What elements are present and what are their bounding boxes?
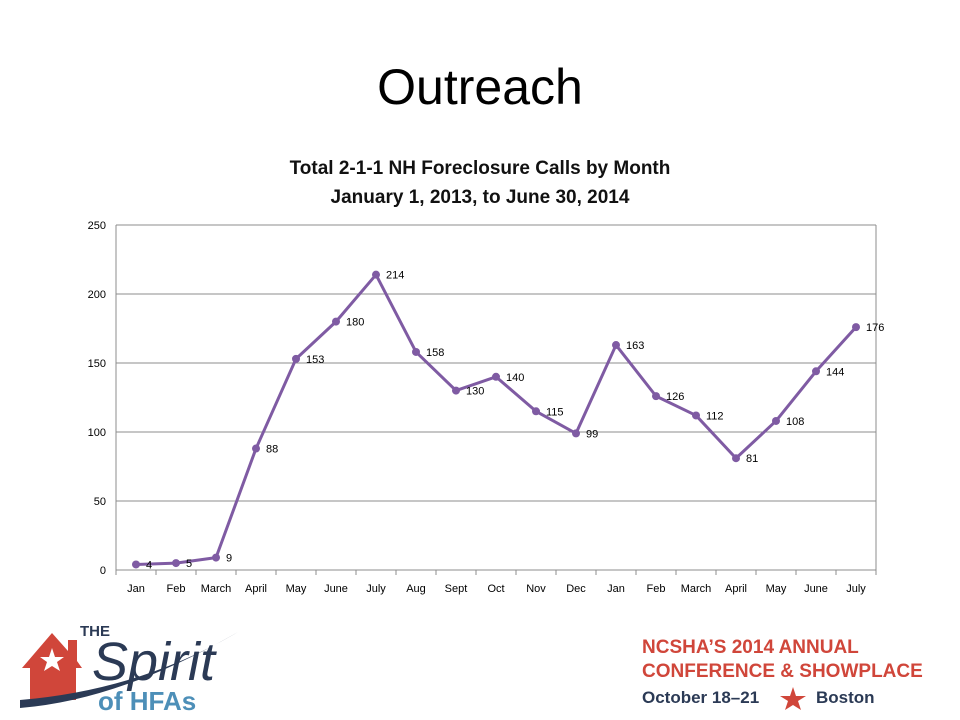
data-point [652,392,660,401]
x-tick-label: Feb [167,583,186,595]
y-tick-label: 0 [100,565,106,577]
conference-line-2: CONFERENCE & SHOWPLACE [642,661,923,682]
logo-of-hfas: of HFAs [98,686,196,716]
x-tick-label: May [286,583,307,595]
house-icon [22,633,82,700]
data-label: 214 [386,270,404,282]
data-label: 153 [306,354,324,366]
x-tick-label: Aug [406,583,426,595]
data-label: 158 [426,347,444,359]
x-tick-label: Dec [566,583,586,595]
y-tick-label: 50 [94,496,106,508]
swoosh-graphic [20,632,238,708]
data-label: 5 [186,558,192,570]
conference-city: Boston [816,688,875,707]
data-point [612,341,620,350]
data-label: 130 [466,386,484,398]
logo-spirit: Spirit [92,632,217,692]
data-point [212,553,220,562]
x-tick-label: Jan [127,583,145,595]
data-label: 112 [706,410,724,422]
data-label: 81 [746,453,758,465]
data-point [852,323,860,332]
data-label: 176 [866,322,884,334]
logo-the: THE [80,623,110,640]
data-label: 126 [666,391,684,403]
data-point [492,372,500,381]
chart-title: Total 2-1-1 NH Foreclosure Calls by Mont… [289,158,671,179]
data-point [172,559,180,568]
data-point [332,317,340,326]
data-label: 180 [346,317,364,329]
data-point [572,429,580,438]
x-tick-label: Oct [487,583,504,595]
data-point [532,407,540,416]
chart-subtitle: January 1, 2013, to June 30, 2014 [330,187,630,208]
chart-series [132,270,860,569]
data-point [772,416,780,425]
x-tick-label: July [366,583,386,595]
x-tick-label: March [201,583,232,595]
y-tick-label: 200 [88,289,106,301]
conference-line-1: NCSHA’S 2014 ANNUAL [642,637,859,658]
data-label: 140 [506,372,524,384]
data-point [252,444,260,453]
x-tick-label: June [324,583,348,595]
data-point [412,347,420,356]
x-tick-label: May [766,583,787,595]
data-label: 9 [226,553,232,565]
data-label: 108 [786,416,804,428]
x-tick-label: April [245,583,267,595]
x-tick-label: April [725,583,747,595]
x-tick-label: Jan [607,583,625,595]
data-label: 4 [146,559,152,571]
chart-gridlines [116,224,876,502]
data-point [692,411,700,420]
data-point [812,367,820,376]
data-point [292,354,300,363]
star-icon [40,648,64,671]
y-tick-label: 150 [88,358,106,370]
chart-data-labels: 4 5 9 88 153 180 214 158 130 140 115 99 163 126 112 81 1… [146,270,884,572]
x-tick-label: June [804,583,828,595]
star-icon [780,687,806,710]
data-point [452,386,460,395]
chart-axes: 0 50 100 150 200 250 Jan Feb March April May June Ju… [88,220,877,595]
conference-dates: October 18–21 [642,688,759,707]
x-tick-label: Sept [445,583,468,595]
series-line [135,273,858,566]
x-tick-label: March [681,583,712,595]
data-label: 144 [826,366,844,378]
slide-title: Outreach [377,59,583,115]
x-tick-label: Nov [526,583,546,595]
data-label: 99 [586,428,598,440]
data-label: 115 [546,406,564,418]
y-tick-label: 250 [88,220,106,232]
x-tick-label: Feb [647,583,666,595]
data-point [132,560,140,569]
y-tick-label: 100 [88,427,106,439]
spirit-of-hfas-logo: THE Spirit of HFAs [20,623,238,716]
x-tick-label: July [846,583,866,595]
data-label: 88 [266,444,278,456]
data-point [372,270,380,279]
data-point [732,454,740,463]
data-label: 163 [626,340,644,352]
